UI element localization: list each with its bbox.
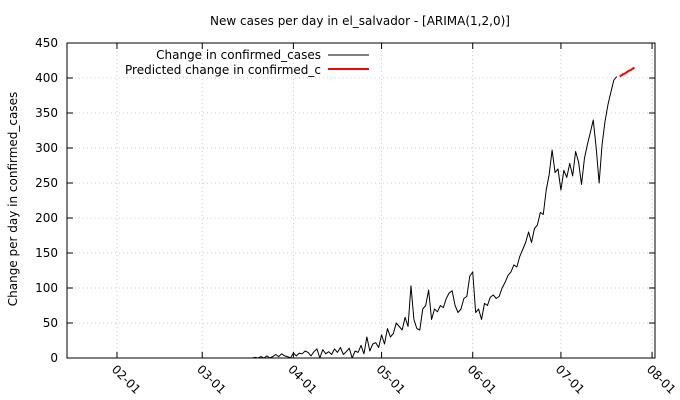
y-tick-label-100: 100 — [35, 281, 58, 295]
y-tick-label-350: 350 — [35, 106, 58, 120]
series-line-predicted — [619, 66, 636, 78]
y-tick-label-300: 300 — [35, 141, 58, 155]
y-tick-label-50: 50 — [43, 316, 58, 330]
axes-layer — [66, 42, 656, 359]
y-tick-label-450: 450 — [35, 36, 58, 50]
grid-layer — [67, 43, 655, 358]
legend-label-confirmed-cases: Change in confirmed_cases — [156, 48, 321, 62]
y-tick-label-0: 0 — [50, 351, 58, 365]
y-tick-label-200: 200 — [35, 211, 58, 225]
series-line-confirmed-cases — [252, 76, 618, 359]
series-layer — [252, 66, 636, 359]
y-tick-label-250: 250 — [35, 176, 58, 190]
chart-title: New cases per day in el_salvador - [ARIM… — [210, 14, 510, 28]
y-tick-label-150: 150 — [35, 246, 58, 260]
y-tick-label-400: 400 — [35, 71, 58, 85]
legend: Change in confirmed_cases Predicted chan… — [125, 48, 369, 77]
legend-label-predicted: Predicted change in confirmed_c — [125, 63, 321, 77]
plot-border — [66, 42, 656, 359]
y-axis-label: Change per day in confirmed_cases — [6, 92, 20, 307]
